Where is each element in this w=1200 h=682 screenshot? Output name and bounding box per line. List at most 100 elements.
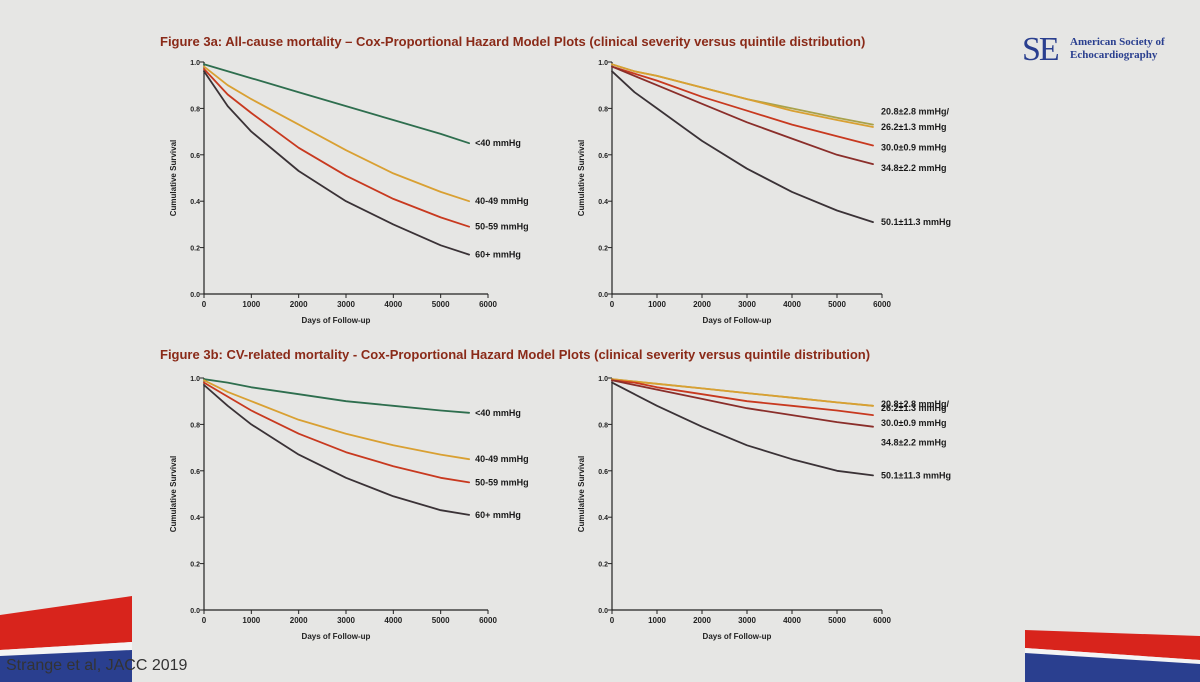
x-tick-label: 2000 [693, 616, 711, 625]
x-axis-label: Days of Follow-up [302, 316, 371, 325]
y-tick-label: 1.0 [190, 60, 200, 67]
series-line [611, 378, 874, 407]
series-label: 60+ mmHg [475, 510, 521, 520]
x-tick-label: 4000 [783, 300, 801, 309]
series-label: 34.8±2.2 mmHg [881, 438, 946, 448]
series-line [611, 65, 874, 147]
y-tick-label: 0.4 [190, 515, 200, 522]
x-tick-label: 2000 [290, 300, 308, 309]
y-tick-label: 0.6 [598, 469, 608, 476]
bar-right-white [1025, 648, 1200, 664]
series-line [611, 379, 874, 416]
ase-logo-mark: SE [1022, 31, 1060, 68]
series-line [203, 378, 470, 414]
series-label: <40 mmHg [475, 138, 521, 148]
series-line [611, 379, 874, 428]
y-tick-label: 0.2 [598, 562, 608, 569]
bar-left-red [0, 596, 132, 650]
x-tick-label: 3000 [337, 300, 355, 309]
logo-line-2: Echocardiography [1070, 49, 1158, 61]
y-tick-label: 0.0 [190, 608, 200, 615]
x-tick-label: 0 [610, 616, 615, 625]
y-tick-label: 0.6 [598, 153, 608, 160]
series-label: 50.1±11.3 mmHg [881, 217, 951, 227]
series-line [611, 63, 874, 128]
citation: Strange et al, JACC 2019 [6, 657, 188, 674]
series-label: <40 mmHg [475, 408, 521, 418]
y-tick-label: 0.0 [598, 608, 608, 615]
x-tick-label: 0 [202, 300, 207, 309]
bar-left-blue [0, 650, 132, 682]
y-tick-label: 0.8 [598, 106, 608, 113]
y-axis-label: Cumulative Survival [577, 140, 586, 216]
series-line [203, 63, 470, 145]
x-tick-label: 4000 [384, 300, 402, 309]
x-tick-label: 0 [610, 300, 615, 309]
series-line [203, 379, 470, 461]
series-label: 26.2±1.3 mmHg [881, 403, 946, 413]
series-line [203, 384, 470, 516]
x-tick-label: 4000 [384, 616, 402, 625]
x-tick-label: 6000 [479, 616, 497, 625]
series-line [203, 381, 470, 484]
x-tick-label: 1000 [242, 300, 260, 309]
x-tick-label: 4000 [783, 616, 801, 625]
y-tick-label: 0.8 [190, 106, 200, 113]
y-tick-label: 1.0 [190, 376, 200, 383]
y-tick-label: 0.8 [190, 422, 200, 429]
x-axis-label: Days of Follow-up [302, 632, 371, 641]
ase-logo: SE American Society of Echocardiography [1022, 30, 1192, 70]
series-label: 40-49 mmHg [475, 196, 529, 206]
y-tick-label: 0.2 [190, 562, 200, 569]
x-tick-label: 2000 [290, 616, 308, 625]
x-tick-label: 5000 [432, 616, 450, 625]
series-label: 20.8±2.8 mmHg/ [881, 399, 949, 409]
series-line [203, 65, 470, 203]
series-label: 20.8±2.8 mmHg/ [881, 107, 949, 117]
series-line [203, 68, 470, 228]
x-axis-label: Days of Follow-up [703, 632, 772, 641]
y-tick-label: 0.4 [598, 199, 608, 206]
series-label: 34.8±2.2 mmHg [881, 163, 946, 173]
x-tick-label: 0 [202, 616, 207, 625]
y-axis-label: Cumulative Survival [169, 140, 178, 216]
y-tick-label: 0.0 [190, 292, 200, 299]
series-label: 60+ mmHg [475, 250, 521, 260]
series-line [611, 70, 874, 223]
series-label: 40-49 mmHg [475, 454, 529, 464]
y-tick-label: 0.4 [190, 199, 200, 206]
x-tick-label: 3000 [337, 616, 355, 625]
x-tick-label: 3000 [738, 616, 756, 625]
y-tick-label: 0.2 [598, 246, 608, 253]
bar-right-blue [1025, 653, 1200, 682]
x-tick-label: 5000 [828, 616, 846, 625]
x-axis-label: Days of Follow-up [703, 316, 772, 325]
series-line [203, 70, 470, 256]
y-tick-label: 0.2 [190, 246, 200, 253]
x-tick-label: 3000 [738, 300, 756, 309]
figure-3a-title: Figure 3a: All-cause mortality – Cox-Pro… [160, 34, 866, 49]
y-axis-label: Cumulative Survival [169, 456, 178, 532]
y-tick-label: 0.4 [598, 515, 608, 522]
series-label: 30.0±0.9 mmHg [881, 143, 946, 153]
x-tick-label: 1000 [242, 616, 260, 625]
series-label: 26.2±1.3 mmHg [881, 122, 946, 132]
figure-3b-title: Figure 3b: CV-related mortality - Cox-Pr… [160, 347, 871, 362]
series-line [611, 65, 874, 165]
x-tick-label: 6000 [873, 300, 891, 309]
y-tick-label: 0.6 [190, 469, 200, 476]
bar-right-red [1025, 630, 1200, 660]
x-tick-label: 1000 [648, 300, 666, 309]
series-label: 50-59 mmHg [475, 477, 529, 487]
y-tick-label: 0.0 [598, 292, 608, 299]
bar-left-white [0, 642, 132, 656]
y-tick-label: 0.6 [190, 153, 200, 160]
series-line [611, 381, 874, 477]
y-tick-label: 0.8 [598, 422, 608, 429]
x-tick-label: 6000 [479, 300, 497, 309]
